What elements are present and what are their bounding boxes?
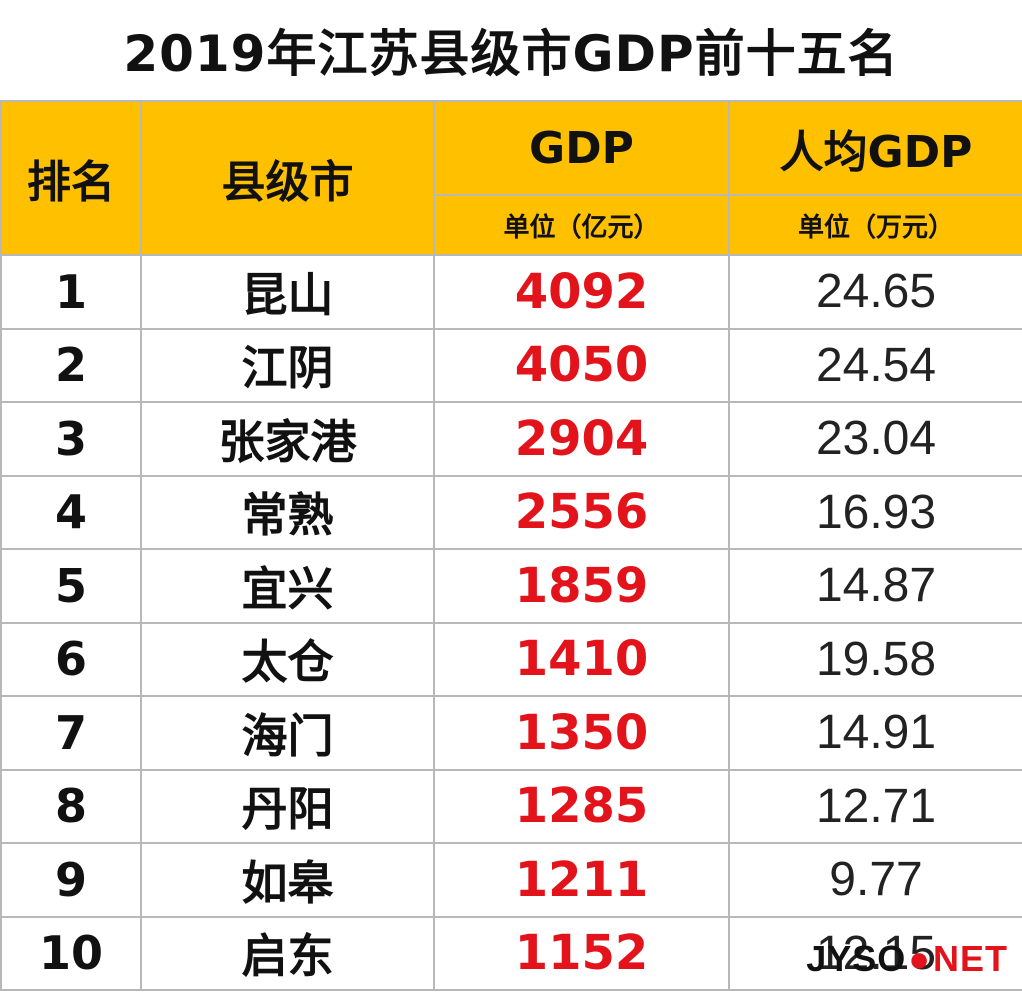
city-cell: 张家港 (140, 401, 435, 477)
table-row: 8 丹阳 1285 12.71 (0, 768, 1022, 844)
per-capita-gdp-cell: 24.65 (728, 254, 1022, 330)
rank-cell: 3 (0, 401, 142, 477)
gdp-table: 排名 县级市 GDP 人均GDP 单位（亿元） 单位（万元） 1 昆山 4092 24… (0, 100, 1022, 991)
rank-cell: 4 (0, 474, 142, 550)
gdp-cell: 4092 (433, 254, 730, 330)
header-gdp: GDP (433, 100, 730, 196)
gdp-cell: 2556 (433, 474, 730, 550)
per-capita-gdp-cell: 9.77 (728, 842, 1022, 918)
watermark-text-right: NET (933, 938, 1008, 979)
rank-cell: 1 (0, 254, 142, 330)
table-row: 4 常熟 2556 16.93 (0, 474, 1022, 550)
table-header: 排名 县级市 GDP 人均GDP 单位（亿元） 单位（万元） (0, 100, 1022, 256)
header-rank: 排名 (0, 100, 142, 256)
city-cell: 海门 (140, 695, 435, 771)
city-cell: 如皋 (140, 842, 435, 918)
table-row: 7 海门 1350 14.91 (0, 695, 1022, 771)
gdp-cell: 1410 (433, 621, 730, 697)
header-city: 县级市 (140, 100, 435, 256)
table-row: 5 宜兴 1859 14.87 (0, 548, 1022, 624)
watermark-dot-icon: ● (908, 938, 931, 979)
per-capita-gdp-cell: 24.54 (728, 327, 1022, 403)
table-body: 1 昆山 4092 24.65 2 江阴 4050 24.54 3 张家港 2904 23.04 4 常熟… (0, 254, 1022, 991)
per-capita-gdp-cell: 23.04 (728, 401, 1022, 477)
table-row: 2 江阴 4050 24.54 (0, 327, 1022, 403)
per-capita-gdp-cell: 12.15 (728, 915, 1022, 991)
per-capita-gdp-cell: 14.87 (728, 548, 1022, 624)
gdp-cell: 1285 (433, 768, 730, 844)
rank-cell: 9 (0, 842, 142, 918)
table-row: 9 如皋 1211 9.77 (0, 842, 1022, 918)
gdp-cell: 1350 (433, 695, 730, 771)
table-row: 1 昆山 4092 24.65 (0, 254, 1022, 330)
watermark-text-left: JYSO (806, 938, 907, 979)
header-gdp-unit: 单位（亿元） (433, 194, 730, 256)
city-cell: 启东 (140, 915, 435, 991)
page-title: 2019年江苏县级市GDP前十五名 (123, 25, 899, 83)
rank-cell: 8 (0, 768, 142, 844)
rank-cell: 7 (0, 695, 142, 771)
rank-cell: 10 (0, 915, 142, 991)
rank-cell: 6 (0, 621, 142, 697)
city-cell: 太仓 (140, 621, 435, 697)
table-row: 10 启东 1152 12.15 (0, 915, 1022, 991)
gdp-cell: 1859 (433, 548, 730, 624)
per-capita-gdp-cell: 14.91 (728, 695, 1022, 771)
city-cell: 丹阳 (140, 768, 435, 844)
city-cell: 昆山 (140, 254, 435, 330)
per-capita-gdp-cell: 19.58 (728, 621, 1022, 697)
city-cell: 宜兴 (140, 548, 435, 624)
table-row: 3 张家港 2904 23.04 (0, 401, 1022, 477)
header-per-capita-gdp: 人均GDP (728, 100, 1022, 196)
gdp-cell: 1211 (433, 842, 730, 918)
per-capita-gdp-cell: 12.71 (728, 768, 1022, 844)
rank-cell: 2 (0, 327, 142, 403)
table-row: 6 太仓 1410 19.58 (0, 621, 1022, 697)
city-cell: 江阴 (140, 327, 435, 403)
city-cell: 常熟 (140, 474, 435, 550)
watermark: JYSO ● NET (806, 938, 1008, 980)
per-capita-gdp-cell: 16.93 (728, 474, 1022, 550)
gdp-cell: 1152 (433, 915, 730, 991)
rank-cell: 5 (0, 548, 142, 624)
header-per-capita-unit: 单位（万元） (728, 194, 1022, 256)
gdp-cell: 2904 (433, 401, 730, 477)
gdp-cell: 4050 (433, 327, 730, 403)
